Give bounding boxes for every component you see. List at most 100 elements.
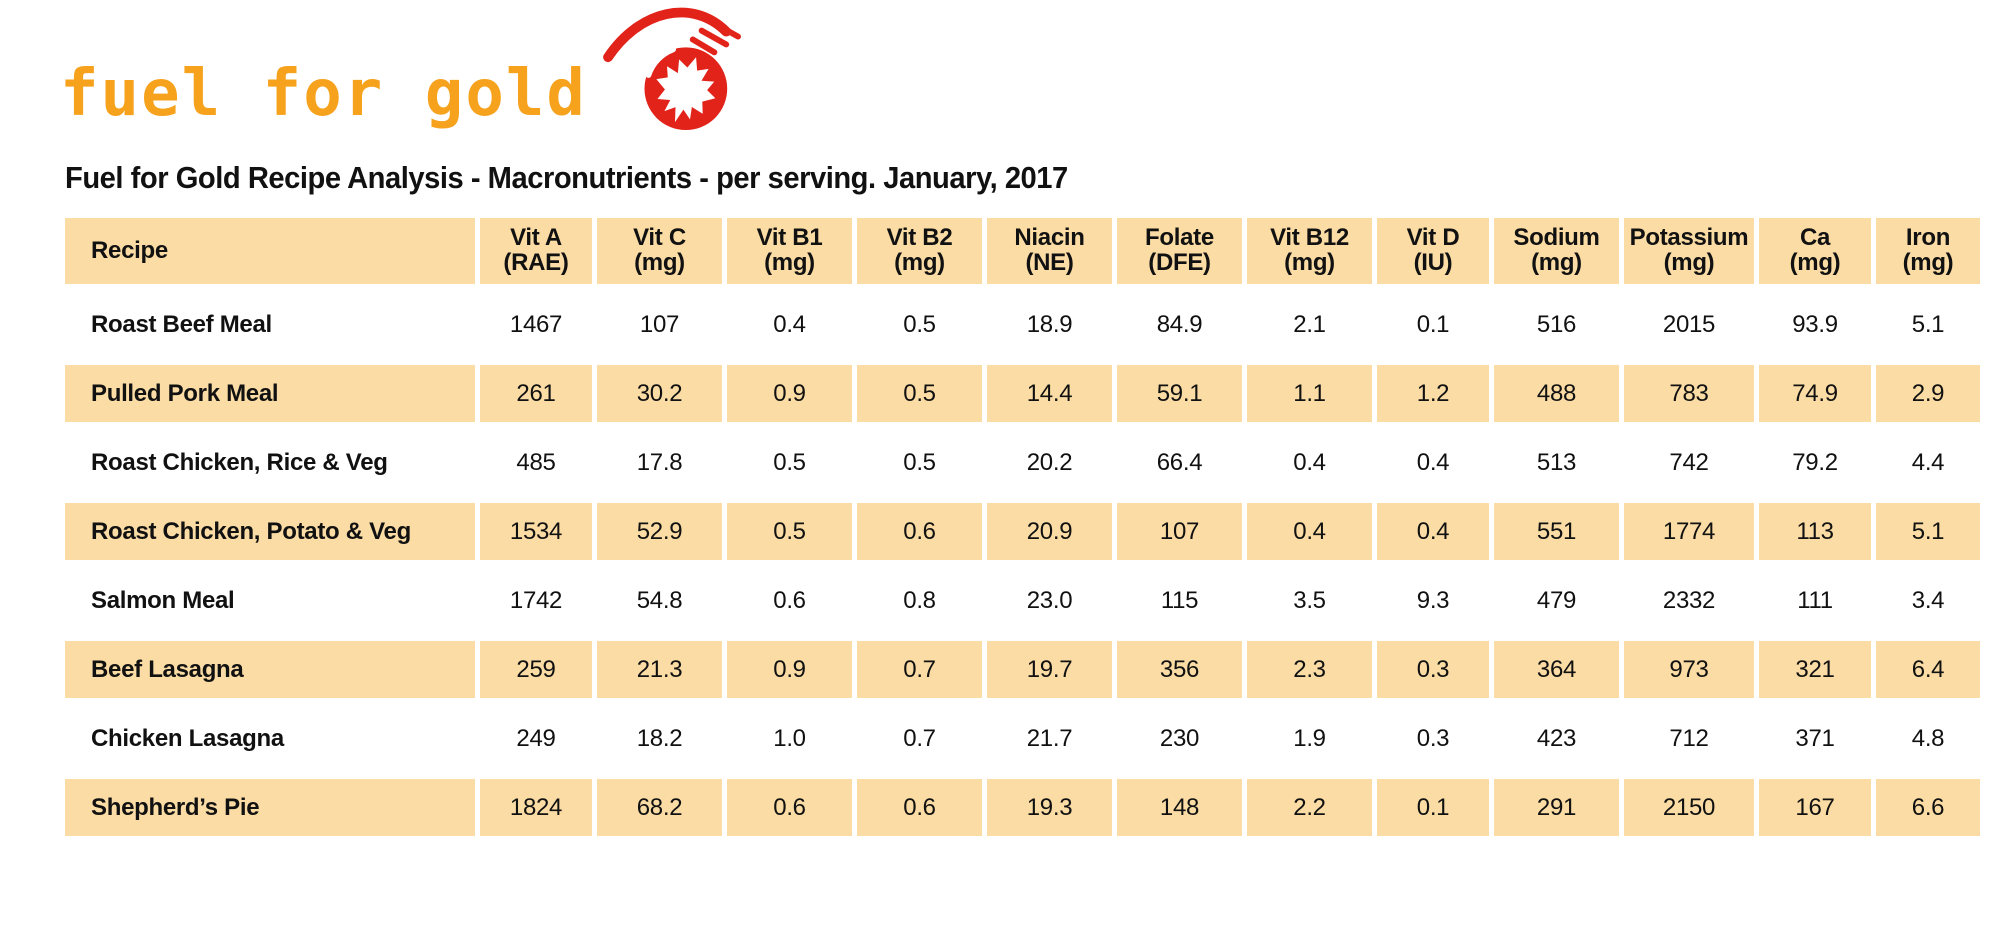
column-header-vit-c: Vit C (mg) <box>597 218 722 284</box>
value-cell: 79.2 <box>1792 448 1838 476</box>
value-cell: 52.9 <box>597 503 722 560</box>
value-cell: 93.9 <box>1792 310 1838 338</box>
value-cell: 1742 <box>509 586 563 614</box>
value-cell: 0.4 <box>1247 503 1372 560</box>
value-cell: 19.7 <box>987 641 1112 698</box>
recipe-name: Pulled Pork Meal <box>65 365 475 422</box>
value-cell: 148 <box>1117 779 1242 836</box>
table-body: Roast Beef Meal 1467 107 0.4 0.5 18.9 84.9 2.1 0… <box>65 296 1980 836</box>
value-cell: 68.2 <box>597 779 722 836</box>
value-cell: 2.9 <box>1876 365 1980 422</box>
value-cell: 0.1 <box>1416 310 1450 338</box>
value-cell: 18.2 <box>636 724 683 752</box>
column-header-sodium: Sodium (mg) <box>1494 218 1619 284</box>
value-cell: 485 <box>516 448 556 476</box>
value-cell: 74.9 <box>1759 365 1871 422</box>
value-cell: 66.4 <box>1156 448 1203 476</box>
value-cell: 230 <box>1159 724 1200 752</box>
table-row: Salmon Meal 1742 54.8 0.6 0.8 23.0 115 3.5 9.3 47… <box>65 572 1980 629</box>
value-cell: 513 <box>1536 448 1577 476</box>
value-cell: 488 <box>1494 365 1619 422</box>
value-cell: 0.5 <box>903 448 936 476</box>
value-cell: 364 <box>1494 641 1619 698</box>
logo: fuel for gold <box>60 7 2000 134</box>
column-header-vit-a: Vit A (RAE) <box>480 218 592 284</box>
column-unit: (mg) <box>1789 249 1841 276</box>
table-row: Roast Chicken, Potato & Veg 1534 52.9 0.5 0.… <box>65 503 1980 560</box>
value-cell: 115 <box>1160 586 1199 614</box>
speed-line <box>708 18 741 40</box>
column-unit: (mg) <box>1284 249 1335 276</box>
value-cell: 3.5 <box>1293 586 1326 614</box>
value-cell: 321 <box>1759 641 1871 698</box>
table-row: Chicken Lasagna 249 18.2 1.0 0.7 21.7 230 1.9 0.… <box>65 710 1980 767</box>
value-cell: 0.7 <box>903 724 936 752</box>
recipe-name: Roast Chicken, Potato & Veg <box>65 503 475 560</box>
value-cell: 2.1 <box>1293 310 1326 338</box>
column-unit: (mg) <box>894 249 945 276</box>
value-cell: 516 <box>1536 310 1577 338</box>
value-cell: 0.4 <box>1416 448 1450 476</box>
maple-leaf <box>656 57 716 123</box>
recipe-name: Beef Lasagna <box>65 641 475 698</box>
value-cell: 0.5 <box>903 310 936 338</box>
value-cell: 1467 <box>509 310 563 338</box>
column-unit: (DFE) <box>1148 249 1211 276</box>
value-cell: 4.8 <box>1911 724 1945 752</box>
value-cell: 2015 <box>1662 310 1716 338</box>
value-cell: 261 <box>480 365 592 422</box>
column-header-recipe: Recipe <box>65 218 475 284</box>
value-cell: 18.9 <box>1026 310 1073 338</box>
value-cell: 107 <box>1117 503 1242 560</box>
value-cell: 742 <box>1669 448 1709 476</box>
value-cell: 2.2 <box>1247 779 1372 836</box>
value-cell: 0.5 <box>773 448 806 476</box>
column-unit: (mg) <box>1902 249 1954 276</box>
column-label: Vit B1 <box>756 224 823 252</box>
column-unit: (mg) <box>1663 249 1715 276</box>
column-label: Vit A <box>510 224 562 252</box>
column-label: Vit C <box>633 224 686 252</box>
value-cell: 1.1 <box>1247 365 1372 422</box>
value-cell: 0.6 <box>773 586 806 614</box>
recipe-name: Salmon Meal <box>91 586 235 614</box>
value-cell: 111 <box>1797 586 1833 614</box>
column-unit: (NE) <box>1025 249 1074 276</box>
value-cell: 0.5 <box>857 365 982 422</box>
column-unit: (RAE) <box>503 249 569 276</box>
value-cell: 0.8 <box>903 586 936 614</box>
column-label: Iron <box>1905 224 1951 252</box>
table-header-row: Recipe Vit A (RAE) Vit C (mg) Vit B1 (mg) Vit B… <box>65 218 1980 284</box>
value-cell: 1774 <box>1624 503 1754 560</box>
value-cell: 0.4 <box>773 310 806 338</box>
column-header-vit-d: Vit D (IU) <box>1377 218 1489 284</box>
column-header-potassium: Potassium (mg) <box>1624 218 1754 284</box>
column-header-ca: Ca (mg) <box>1759 218 1871 284</box>
column-header-niacin: Niacin (NE) <box>987 218 1112 284</box>
speed-line <box>689 36 718 56</box>
table-row: Roast Chicken, Rice & Veg 485 17.8 0.5 0.5 20… <box>65 434 1980 491</box>
value-cell: 371 <box>1795 724 1835 752</box>
fireball-swirl-gap <box>645 46 676 78</box>
value-cell: 59.1 <box>1117 365 1242 422</box>
value-cell: 6.4 <box>1876 641 1980 698</box>
value-cell: 9.3 <box>1416 586 1450 614</box>
value-cell: 973 <box>1624 641 1754 698</box>
nutrition-table: Recipe Vit A (RAE) Vit C (mg) Vit B1 (mg) Vit B… <box>60 206 1985 848</box>
value-cell: 479 <box>1536 586 1577 614</box>
value-cell: 0.4 <box>1293 448 1326 476</box>
value-cell: 6.6 <box>1876 779 1980 836</box>
value-cell: 14.4 <box>987 365 1112 422</box>
value-cell: 3.4 <box>1911 586 1945 614</box>
column-label: Vit B12 <box>1270 224 1349 252</box>
value-cell: 84.9 <box>1156 310 1203 338</box>
logo-text: fuel for gold <box>60 57 587 131</box>
value-cell: 1.9 <box>1293 724 1326 752</box>
column-header-vit-b2: Vit B2 (mg) <box>857 218 982 284</box>
value-cell: 0.1 <box>1377 779 1489 836</box>
value-cell: 0.6 <box>727 779 852 836</box>
speed-line <box>698 27 730 48</box>
column-label: Recipe <box>91 236 168 264</box>
column-unit: (mg) <box>1531 249 1582 276</box>
